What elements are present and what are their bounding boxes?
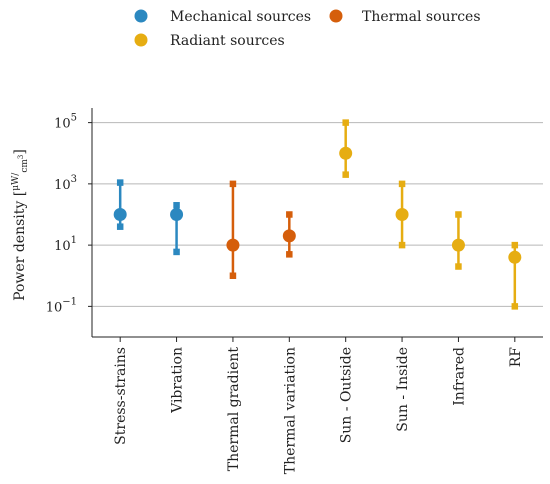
y-axis-title-text: Power density [μW/cm3] — [11, 149, 30, 301]
mid-point — [395, 207, 409, 221]
range-end-marker — [511, 303, 519, 310]
x-tick-label: Sun - Inside — [395, 347, 411, 432]
x-tick-label: RF — [508, 347, 524, 368]
mid-point — [339, 146, 353, 160]
range-end-marker — [398, 180, 406, 188]
x-tick-label: Vibration — [170, 347, 186, 414]
x-tick-label: Sun - Outside — [339, 347, 355, 443]
range-end-marker — [116, 223, 124, 230]
legend: Mechanical sources Thermal sources Radiant… — [134, 9, 481, 49]
legend-item-mechanical: Mechanical sources — [134, 9, 311, 25]
range-mark — [339, 119, 353, 178]
mid-point — [282, 229, 296, 243]
range-mark — [226, 180, 240, 279]
legend-label-radiant: Radiant sources — [170, 33, 285, 49]
range-end-marker — [286, 211, 293, 218]
range-end-marker — [286, 251, 293, 258]
range-mark — [451, 211, 465, 270]
range-end-marker — [455, 211, 462, 218]
y-tick-label: 103 — [54, 174, 77, 193]
legend-item-radiant: Radiant sources — [134, 33, 285, 49]
mid-point — [113, 207, 127, 221]
legend-label-mechanical: Mechanical sources — [170, 9, 311, 25]
range-end-marker — [455, 263, 462, 270]
grid — [92, 122, 543, 307]
y-tick-label: 10−1 — [46, 296, 77, 315]
mid-point — [508, 250, 522, 264]
x-tick-label: Stress-strains — [113, 347, 129, 445]
range-end-marker — [173, 202, 180, 209]
axes: 10−1 101 103 105 Stress-strains Vibration Ther… — [46, 108, 543, 474]
range-end-marker — [229, 180, 237, 188]
y-tick-label: 101 — [54, 235, 77, 254]
y-axis-title: Power density [μW/cm3] — [11, 149, 30, 301]
range-end-marker — [342, 119, 349, 126]
legend-marker-thermal — [329, 9, 343, 23]
legend-label-thermal: Thermal sources — [362, 9, 481, 25]
range-end-marker — [511, 241, 519, 249]
range-end-marker — [229, 272, 237, 279]
marks — [113, 119, 522, 310]
range-end-marker — [398, 241, 406, 249]
y-tick-label: 105 — [54, 113, 77, 132]
range-end-marker — [116, 179, 124, 186]
mid-point — [226, 238, 240, 252]
legend-marker-mechanical — [134, 9, 148, 23]
range-end-marker — [173, 248, 180, 256]
range-mark — [113, 179, 127, 230]
range-mark — [282, 211, 296, 258]
range-mark — [395, 180, 409, 249]
x-tick-label: Infrared — [451, 347, 467, 406]
x-tick-label: Thermal gradient — [226, 347, 242, 472]
mid-point — [451, 238, 465, 252]
x-tick-label: Thermal variation — [282, 347, 298, 474]
legend-marker-radiant — [134, 33, 148, 47]
range-mark — [508, 241, 522, 310]
legend-item-thermal: Thermal sources — [329, 9, 481, 25]
mid-point — [170, 207, 184, 221]
range-end-marker — [342, 171, 349, 178]
range-mark — [170, 202, 184, 256]
